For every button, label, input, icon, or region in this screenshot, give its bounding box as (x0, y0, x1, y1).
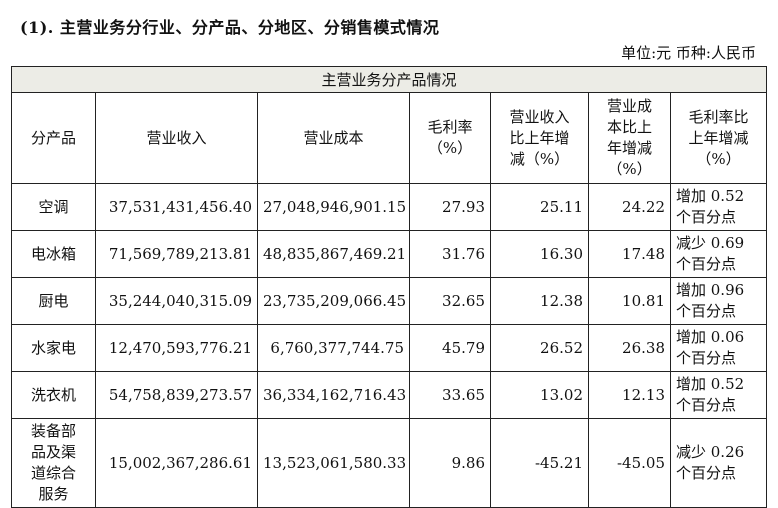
header-margin-change: 毛利率比 上年增减 （%） (670, 92, 767, 184)
cell-margin-change: 减少 0.69 个百分点 (670, 230, 767, 278)
cell-revenue-change: 25.11 (490, 183, 589, 231)
table-header-row: 分产品 营业收入 营业成本 毛利率 （%） 营业收入 比上年增 减（%） 营业成 本比上… (11, 92, 767, 184)
cell-product: 水家电 (11, 324, 96, 372)
cell-cost: 36,334,162,716.43 (257, 371, 410, 419)
cell-revenue-change: 26.52 (490, 324, 589, 372)
cell-cost-change: 10.81 (588, 277, 671, 325)
cell-cost: 23,735,209,066.45 (257, 277, 410, 325)
cell-gross-margin: 32.65 (409, 277, 491, 325)
cell-revenue-change: 13.02 (490, 371, 589, 419)
product-segment-table: 主营业务分产品情况 分产品 营业收入 营业成本 毛利率 （%） 营业收入 比上年增减… (11, 66, 767, 508)
cell-gross-margin: 27.93 (409, 183, 491, 231)
table-caption: 主营业务分产品情况 (11, 66, 767, 93)
cell-revenue-change: -45.21 (490, 418, 589, 508)
currency-unit-note: 单位:元 币种:人民币 (621, 44, 756, 62)
cell-revenue-change: 12.38 (490, 277, 589, 325)
cell-cost-change: -45.05 (588, 418, 671, 508)
cell-margin-change: 增加 0.96 个百分点 (670, 277, 767, 325)
cell-cost: 13,523,061,580.33 (257, 418, 410, 508)
cell-cost: 6,760,377,744.75 (257, 324, 410, 372)
header-cost: 营业成本 (257, 92, 410, 184)
section-heading: (1). 主营业务分行业、分产品、分地区、分销售模式情况 (20, 18, 440, 37)
cell-gross-margin: 33.65 (409, 371, 491, 419)
table-row: 电冰箱 71,569,789,213.81 48,835,867,469.21 31.… (11, 230, 767, 278)
header-revenue: 营业收入 (95, 92, 258, 184)
header-revenue-change: 营业收入 比上年增 减（%） (490, 92, 589, 184)
cell-margin-change: 增加 0.52 个百分点 (670, 183, 767, 231)
header-gross-margin: 毛利率 （%） (409, 92, 491, 184)
cell-revenue: 35,244,040,315.09 (95, 277, 258, 325)
table-row: 厨电 35,244,040,315.09 23,735,209,066.45 32.6… (11, 277, 767, 325)
cell-product: 装备部 品及渠 道综合 服务 (11, 418, 96, 508)
cell-revenue: 12,470,593,776.21 (95, 324, 258, 372)
cell-product: 空调 (11, 183, 96, 231)
table-row: 空调 37,531,431,456.40 27,048,946,901.15 27.9… (11, 183, 767, 231)
cell-product: 洗衣机 (11, 371, 96, 419)
cell-product: 电冰箱 (11, 230, 96, 278)
cell-revenue: 71,569,789,213.81 (95, 230, 258, 278)
cell-gross-margin: 9.86 (409, 418, 491, 508)
table-row: 洗衣机 54,758,839,273.57 36,334,162,716.43 33.… (11, 371, 767, 419)
cell-cost-change: 26.38 (588, 324, 671, 372)
cell-revenue: 37,531,431,456.40 (95, 183, 258, 231)
cell-gross-margin: 45.79 (409, 324, 491, 372)
table-row: 装备部 品及渠 道综合 服务 15,002,367,286.61 13,523,061,5… (11, 418, 767, 508)
cell-cost-change: 12.13 (588, 371, 671, 419)
cell-cost: 27,048,946,901.15 (257, 183, 410, 231)
cell-revenue-change: 16.30 (490, 230, 589, 278)
cell-revenue: 15,002,367,286.61 (95, 418, 258, 508)
cell-margin-change: 增加 0.06 个百分点 (670, 324, 767, 372)
table-row: 水家电 12,470,593,776.21 6,760,377,744.75 45.7… (11, 324, 767, 372)
header-cost-change: 营业成 本比上 年增减 （%） (588, 92, 671, 184)
cell-margin-change: 增加 0.52 个百分点 (670, 371, 767, 419)
cell-product: 厨电 (11, 277, 96, 325)
cell-gross-margin: 31.76 (409, 230, 491, 278)
cell-revenue: 54,758,839,273.57 (95, 371, 258, 419)
cell-cost-change: 17.48 (588, 230, 671, 278)
cell-cost-change: 24.22 (588, 183, 671, 231)
cell-margin-change: 减少 0.26 个百分点 (670, 418, 767, 508)
header-product: 分产品 (11, 92, 96, 184)
cell-cost: 48,835,867,469.21 (257, 230, 410, 278)
